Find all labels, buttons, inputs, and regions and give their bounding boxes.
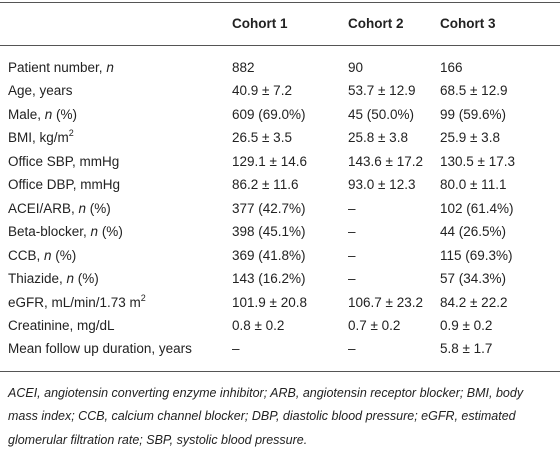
cell-value: – <box>348 271 356 287</box>
label-part: (%) <box>74 271 99 287</box>
row-label: Mean follow up duration, years <box>8 340 192 358</box>
cell-value: 129.1 ± 14.6 <box>232 153 307 169</box>
label-part: Thiazide, <box>8 271 67 287</box>
cell-value: 377 (42.7%) <box>232 200 306 216</box>
cell-value: 45 (50.0%) <box>348 106 415 122</box>
cell-value: – <box>348 224 356 240</box>
row-label: ACEI/ARB, n (%) <box>8 200 111 218</box>
cell-value: 609 (69.0%) <box>232 106 306 122</box>
row-label: Creatinine, mg/dL <box>8 317 115 335</box>
cell-value: 130.5 ± 17.3 <box>440 153 515 169</box>
cell-value: – <box>348 200 356 216</box>
row-label: Office DBP, mmHg <box>8 176 120 194</box>
cell-value: 115 (69.3%) <box>440 247 513 263</box>
label-part: Creatinine, mg/dL <box>8 317 115 333</box>
label-part: 2 <box>68 128 74 139</box>
cell-value: 53.7 ± 12.9 <box>348 83 416 99</box>
label-part: Male, <box>8 106 45 122</box>
column-header: Cohort 1 <box>232 16 288 31</box>
cell-value: 93.0 ± 12.3 <box>348 177 416 193</box>
cell-value: – <box>348 247 356 263</box>
cell-value: 0.9 ± 0.2 <box>440 317 493 333</box>
row-label: Patient number, n <box>8 59 114 77</box>
cell-value: 398 (45.1%) <box>232 224 306 240</box>
row-label: Beta-blocker, n (%) <box>8 223 123 241</box>
cell-value: 369 (41.8%) <box>232 247 306 263</box>
label-part: BMI, kg/m <box>8 130 69 146</box>
cell-value: 0.7 ± 0.2 <box>348 317 401 333</box>
label-part: Patient number, <box>8 60 107 75</box>
cell-value: 99 (59.6%) <box>440 106 507 122</box>
cell-value: 25.8 ± 3.8 <box>348 130 408 146</box>
row-label: BMI, kg/m2 <box>8 129 74 147</box>
row-label: Thiazide, n (%) <box>8 270 99 288</box>
label-part: n <box>44 106 53 122</box>
cell-value: 166 <box>440 60 463 75</box>
row-label: CCB, n (%) <box>8 247 76 265</box>
cell-value: 143.6 ± 17.2 <box>348 153 423 169</box>
cell-value: 882 <box>232 60 255 75</box>
row-label: Office SBP, mmHg <box>8 153 119 171</box>
label-part: Mean follow up duration, years <box>8 341 192 357</box>
bottom-rule <box>0 371 560 372</box>
row-label: Age, years <box>8 82 73 100</box>
header-rule <box>0 45 560 46</box>
cell-value: 102 (61.4%) <box>440 200 514 216</box>
cell-value: 0.8 ± 0.2 <box>232 317 285 333</box>
label-part: n <box>106 60 114 75</box>
label-part: ACEI/ARB, <box>8 200 79 216</box>
label-part: (%) <box>51 247 77 263</box>
label-part: 2 <box>140 292 146 303</box>
label-part: Office DBP, mmHg <box>8 177 121 193</box>
cell-value: 84.2 ± 22.2 <box>440 294 508 310</box>
cell-value: 143 (16.2%) <box>232 271 306 287</box>
label-part: (%) <box>98 224 123 240</box>
cell-value: 44 (26.5%) <box>440 224 507 240</box>
label-part: (%) <box>52 106 78 122</box>
label-part: Beta-blocker, <box>8 224 91 240</box>
footnote: ACEI, angiotensin converting enzyme inhi… <box>8 386 524 447</box>
label-part: n <box>90 224 99 240</box>
label-part: CCB, <box>8 247 45 263</box>
cell-value: 25.9 ± 3.8 <box>440 130 500 146</box>
label-part: eGFR, mL/min/1.73 m <box>8 294 141 310</box>
cell-value: 90 <box>348 60 364 75</box>
label-part: n <box>78 200 87 216</box>
label-part: (%) <box>86 200 111 216</box>
cell-value: – <box>232 341 240 357</box>
top-rule <box>0 2 560 3</box>
cell-value: 68.5 ± 12.9 <box>440 83 508 99</box>
cell-value: 57 (34.3%) <box>440 271 507 287</box>
cell-value: 80.0 ± 11.1 <box>440 177 507 193</box>
column-header: Cohort 2 <box>348 16 404 31</box>
cell-value: 86.2 ± 11.6 <box>232 177 299 193</box>
label-part: n <box>44 247 52 263</box>
cell-value: – <box>348 341 356 357</box>
cell-value: 5.8 ± 1.7 <box>440 341 493 357</box>
cell-value: 101.9 ± 20.8 <box>232 294 307 310</box>
row-label: Male, n (%) <box>8 106 77 124</box>
cell-value: 40.9 ± 7.2 <box>232 83 292 99</box>
row-label: eGFR, mL/min/1.73 m2 <box>8 292 146 312</box>
label-part: Office SBP, mmHg <box>8 153 120 169</box>
cell-value: 26.5 ± 3.5 <box>232 130 292 146</box>
column-header: Cohort 3 <box>440 16 496 31</box>
label-part: n <box>66 271 75 287</box>
label-part: Age, years <box>8 83 73 99</box>
cell-value: 106.7 ± 23.2 <box>348 294 423 310</box>
